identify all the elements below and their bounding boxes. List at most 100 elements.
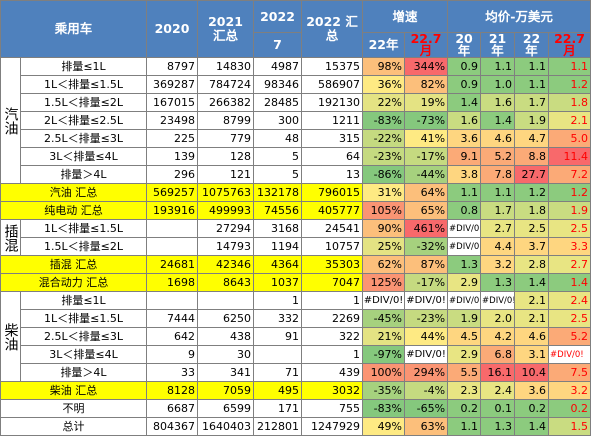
cell-c7: 91 bbox=[253, 327, 303, 346]
cell-c7: 300 bbox=[253, 111, 303, 130]
cell-p22: 2.1 bbox=[514, 291, 550, 310]
cell-p20: 4.5 bbox=[447, 327, 482, 346]
cell-p227: 1.1 bbox=[548, 57, 592, 76]
cell-p20: 2.9 bbox=[447, 273, 482, 292]
cell-g227: 19% bbox=[404, 93, 449, 112]
cell-c2022: 755 bbox=[301, 399, 364, 418]
cell-c2022: 24541 bbox=[301, 219, 364, 238]
cell-p20: 3.6 bbox=[447, 129, 482, 148]
cell-g227: 63% bbox=[404, 417, 449, 436]
cell-c2020: 24681 bbox=[146, 255, 199, 274]
cell-c2021: 30 bbox=[197, 345, 255, 364]
cell-g227: 82% bbox=[404, 75, 449, 94]
table-row: 1L＜排量≤1.5L 7444 6250 332 2269 -45% -23% 1.9 2.0 2… bbox=[1, 309, 592, 328]
cell-g227: -17% bbox=[404, 273, 449, 292]
cell-p20: 1.9 bbox=[447, 309, 482, 328]
cell-p22: 2.1 bbox=[514, 309, 550, 328]
cell-g22: -23% bbox=[362, 147, 406, 166]
cell-p21: 1.3 bbox=[480, 417, 516, 436]
group-gas: 汽油 bbox=[0, 57, 21, 184]
cell-g227: 65% bbox=[404, 201, 449, 220]
cell-c2021: 784724 bbox=[197, 75, 255, 94]
cell-c2021: 1640403 bbox=[197, 417, 255, 436]
header-price-22-7: 22.7月 bbox=[548, 32, 592, 58]
header-growth-22-7: 22.7月 bbox=[404, 32, 449, 58]
cell-p227: 1.8 bbox=[548, 93, 592, 112]
cell-label: 2L＜排量≤2.5L bbox=[19, 111, 148, 130]
cell-c7: 332 bbox=[253, 309, 303, 328]
cell-c7: 495 bbox=[253, 381, 303, 400]
cell-label: 排量＞4L bbox=[19, 165, 148, 184]
cell-c2022: 1 bbox=[301, 291, 364, 310]
table-row: 1L＜排量≤1.5L 369287 784724 98346 586907 36% 82% 0… bbox=[1, 75, 592, 94]
cell-p20: 5.5 bbox=[447, 363, 482, 382]
cell-c7: 5 bbox=[253, 147, 303, 166]
cell-p227: 2.7 bbox=[548, 255, 592, 274]
cell-g227: -17% bbox=[404, 147, 449, 166]
cell-c7: 48 bbox=[253, 129, 303, 148]
cell-c2022: 322 bbox=[301, 327, 364, 346]
cell-c2021: 8643 bbox=[197, 273, 255, 292]
cell-p227: 0.2 bbox=[548, 399, 592, 418]
cell-p22: 1.7 bbox=[514, 93, 550, 112]
cell-c2020: 23498 bbox=[146, 111, 199, 130]
cell-p22: 0.2 bbox=[514, 399, 550, 418]
cell-p21: 4.6 bbox=[480, 129, 516, 148]
cell-g22: -22% bbox=[362, 129, 406, 148]
table-row: 柴油 排量≤1L 1 1 #DIV/0! #DIV/0! #DIV/0! #DIV/0! 2.1… bbox=[0, 291, 592, 382]
cell-g227: #DIV/0! bbox=[404, 291, 449, 310]
table-row: 汽油 汇总 569257 1075763 132178 796015 31% 64% 1.1 1… bbox=[0, 183, 592, 202]
cell-p22: 1.2 bbox=[514, 183, 550, 202]
header-2021-total: 2021 汇总 bbox=[197, 0, 255, 58]
cell-p227: 1.4 bbox=[548, 273, 592, 292]
cell-label: 混合动力 汇总 bbox=[0, 273, 148, 292]
cell-p20: 1.4 bbox=[447, 93, 482, 112]
cell-g22: 31% bbox=[362, 183, 406, 202]
cell-c2022: 64 bbox=[301, 147, 364, 166]
cell-p22: 8.8 bbox=[514, 147, 550, 166]
cell-p22: 1.4 bbox=[514, 417, 550, 436]
header-growth-22: 22年 bbox=[362, 32, 406, 58]
cell-p227: 3.2 bbox=[548, 381, 592, 400]
header-row-2: 7 22年 22.7月 20年 21年 22年 22.7月 bbox=[1, 32, 592, 58]
cell-p227: 1.5 bbox=[548, 417, 592, 436]
cell-p21: 1.4 bbox=[480, 111, 516, 130]
cell-g227: 41% bbox=[404, 129, 449, 148]
cell-c7 bbox=[253, 345, 303, 364]
cell-c2022: 35303 bbox=[301, 255, 364, 274]
cell-g22: -86% bbox=[362, 165, 406, 184]
cell-g227: -65% bbox=[404, 399, 449, 418]
cell-g227: 64% bbox=[404, 183, 449, 202]
cell-g22: 90% bbox=[362, 219, 406, 238]
group-phev: 插混 bbox=[0, 219, 21, 256]
cell-c2020 bbox=[146, 237, 199, 256]
cell-label: 3L＜排量≤4L bbox=[19, 345, 148, 364]
cell-p20: 2.9 bbox=[447, 345, 482, 364]
cell-p22: 3.1 bbox=[514, 345, 550, 364]
cell-p227: 1.2 bbox=[548, 75, 592, 94]
cell-c2020: 167015 bbox=[146, 93, 199, 112]
cell-p20: #DIV/0! bbox=[447, 237, 482, 256]
cell-g22: 49% bbox=[362, 417, 406, 436]
cell-c7: 4364 bbox=[253, 255, 303, 274]
cell-g22: 125% bbox=[362, 273, 406, 292]
cell-label: 3L＜排量≤4L bbox=[19, 147, 148, 166]
cell-c2021: 8799 bbox=[197, 111, 255, 130]
cell-c2021: 341 bbox=[197, 363, 255, 382]
cell-c2021: 7059 bbox=[197, 381, 255, 400]
cell-c7: 98346 bbox=[253, 75, 303, 94]
cell-g22: 21% bbox=[362, 327, 406, 346]
cell-c2021: 6599 bbox=[197, 399, 255, 418]
cell-g22: 25% bbox=[362, 237, 406, 256]
header-2022: 2022 bbox=[253, 0, 303, 33]
cell-g22: -35% bbox=[362, 381, 406, 400]
cell-c2021: 6250 bbox=[197, 309, 255, 328]
cell-p227: 2.1 bbox=[548, 111, 592, 130]
cell-c2022: 586907 bbox=[301, 75, 364, 94]
cell-p20: 1.1 bbox=[447, 417, 482, 436]
cell-c7: 212801 bbox=[253, 417, 303, 436]
table-row: 3L＜排量≤4L 139 128 5 64 -23% -17% 9.1 5.2 8.8 11.4 bbox=[1, 147, 592, 166]
cell-c2020: 569257 bbox=[146, 183, 199, 202]
cell-label: 排量＞4L bbox=[19, 363, 148, 382]
